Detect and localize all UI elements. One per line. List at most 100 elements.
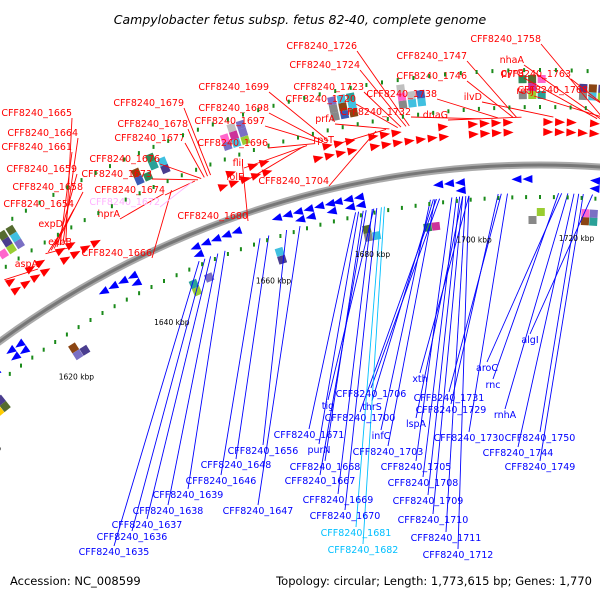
cog-block-outer xyxy=(134,174,145,186)
forward-gene-label: CFF8240_1723 xyxy=(293,82,364,93)
tick-dot xyxy=(566,195,569,200)
reverse-gene-label: CFF8240_1668 xyxy=(290,462,361,473)
forward-gene-arrow xyxy=(24,265,36,275)
reverse-gene-label-leader xyxy=(262,229,288,446)
forward-gene-arrow xyxy=(543,127,554,136)
reverse-gene-arrow xyxy=(19,345,31,355)
tick-dot xyxy=(477,106,480,111)
tick-dot xyxy=(31,355,34,360)
tick-dot xyxy=(356,122,359,127)
tick-dot xyxy=(77,325,80,330)
cog-block-outer xyxy=(336,94,347,104)
cog-block-outer xyxy=(338,102,348,112)
forward-gene-label: CFF8240_1699 xyxy=(198,82,269,93)
backbone-ring xyxy=(0,163,600,344)
tick-dot xyxy=(493,106,496,111)
forward-gene-label-leader xyxy=(119,193,164,220)
forward-gene-arrow xyxy=(247,163,259,172)
tick-dot xyxy=(584,106,587,111)
reverse-gene-arrow xyxy=(200,237,212,246)
tick-dot xyxy=(223,157,226,162)
forward-gene-label-leader xyxy=(151,178,199,181)
forward-gene-arrow xyxy=(467,120,479,129)
cog-block-outer xyxy=(588,84,598,93)
reverse-gene-label: tig xyxy=(322,401,334,412)
forward-gene-arrow xyxy=(566,118,577,127)
forward-gene-label: fliI xyxy=(233,158,244,169)
forward-gene-label-leader xyxy=(4,268,39,281)
reverse-gene-arrow xyxy=(522,175,533,184)
scale-tick-label: 1600 kbp xyxy=(0,444,1,453)
forward-gene-arrow xyxy=(344,137,356,146)
cog-block-outer xyxy=(537,90,546,100)
reverse-gene-label: purN xyxy=(307,445,330,456)
forward-gene-label: CFF8240_1680 xyxy=(177,211,248,222)
tick-dot xyxy=(209,162,212,167)
reverse-gene-label-leader xyxy=(422,196,457,478)
forward-gene-label: CFF8240_1704 xyxy=(258,176,329,187)
reverse-gene-label: CFF8240_1669 xyxy=(303,495,374,506)
forward-gene-label: CFF8240_1697 xyxy=(194,116,265,127)
reverse-gene-arrow xyxy=(443,179,455,188)
tick-dot xyxy=(24,208,27,213)
reverse-gene-label: rnhA xyxy=(494,410,517,421)
tick-dot xyxy=(110,204,113,209)
tick-dot xyxy=(226,252,229,256)
cog-block-inner xyxy=(580,216,590,226)
forward-gene-arrow xyxy=(491,119,502,128)
forward-gene-arrow xyxy=(437,123,449,132)
reverse-gene-arrow xyxy=(292,207,304,215)
forward-gene-label: ilvD xyxy=(464,92,482,103)
tick-dot xyxy=(282,139,285,144)
forward-gene-label-leader xyxy=(159,163,202,180)
tick-dot xyxy=(341,125,344,130)
forward-gene-arrow xyxy=(228,180,240,188)
pseudo-gene-label: CFF8240_1672 xyxy=(89,197,160,208)
reverse-gene-arrow xyxy=(98,286,110,295)
forward-gene-arrow xyxy=(312,155,324,164)
forward-gene-label: pyrG xyxy=(501,68,524,79)
tick-dot xyxy=(56,232,59,237)
forward-gene-arrow xyxy=(577,128,588,137)
tick-dot xyxy=(400,205,403,210)
reverse-gene-label: CFF8240_1635 xyxy=(79,547,150,558)
tick-dot xyxy=(175,273,178,278)
cog-block-inner xyxy=(536,207,545,217)
rna-gene-label-leader xyxy=(355,207,382,528)
forward-gene-label-leader xyxy=(570,78,600,103)
reverse-gene-label-leader xyxy=(318,211,360,445)
cog-block-outer xyxy=(226,122,237,133)
reverse-gene-label: CFF8240_1744 xyxy=(483,448,554,459)
tick-dot xyxy=(188,267,191,272)
reverse-gene-label: CFF8240_1670 xyxy=(310,511,381,522)
tick-dot xyxy=(525,195,528,200)
reverse-gene-label: thrS xyxy=(362,402,382,413)
reverse-gene-label-leader xyxy=(131,258,206,532)
tick-dot xyxy=(138,291,141,296)
cog-block-outer xyxy=(219,133,230,144)
forward-gene-label: CFF8240_1763 xyxy=(500,69,571,80)
accession-text: Accession: NC_008599 xyxy=(10,574,141,588)
reverse-gene-label: algI xyxy=(521,335,538,346)
tick-dot xyxy=(4,264,7,269)
tick-dot xyxy=(266,238,269,243)
tick-dot xyxy=(20,363,22,368)
tick-dot xyxy=(66,185,69,190)
reverse-gene-label-leader xyxy=(492,193,560,380)
cog-block-outer xyxy=(578,91,588,101)
tick-dot xyxy=(396,78,399,83)
tick-dot xyxy=(287,99,290,104)
tick-dot xyxy=(508,105,511,110)
tick-dot xyxy=(365,83,368,87)
forward-gene-arrow xyxy=(29,274,41,283)
reverse-gene-arrow xyxy=(454,178,466,187)
forward-gene-label: CFF8240_1677 xyxy=(114,133,185,144)
forward-gene-label: expD xyxy=(38,219,63,230)
cog-block-outer xyxy=(13,238,26,250)
reverse-gene-label-leader xyxy=(427,196,461,496)
forward-gene-arrow xyxy=(369,143,381,152)
reverse-gene-arrow xyxy=(324,198,336,207)
forward-gene-label-leader xyxy=(267,143,316,149)
cog-block-outer xyxy=(9,231,21,243)
tick-dot xyxy=(70,225,73,230)
